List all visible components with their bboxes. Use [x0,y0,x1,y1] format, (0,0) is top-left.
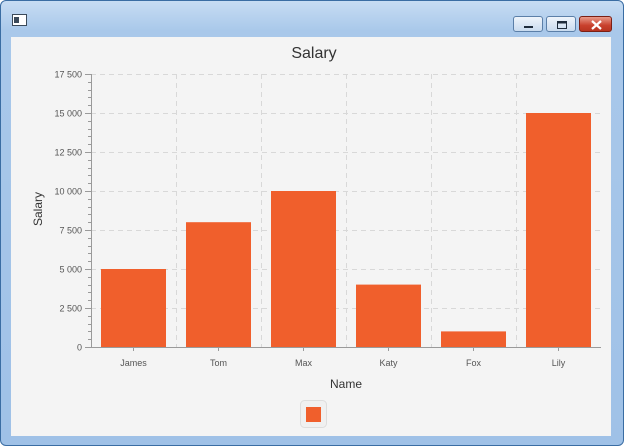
x-tick-labels: James Tom Max Katy Fox Lily [120,358,566,368]
y-tick-label: 15 000 [54,109,82,119]
bar-katy [356,284,421,347]
chart-title: Salary [291,45,336,62]
y-tick-label: 10 000 [54,187,82,197]
bar-chart: Salary 0 2 500 5 000 7 500 10 000 12 500 15 00… [31,45,601,428]
bars [101,113,591,347]
chart-panel: Salary 0 2 500 5 000 7 500 10 000 12 500 15 00… [11,37,611,436]
legend-swatch [306,407,321,422]
bar-tom [186,222,251,347]
bar-fox [441,331,506,347]
axes [85,74,601,351]
minimize-icon [524,26,533,28]
x-tick-label: Lily [552,358,566,368]
bar-max [271,191,336,347]
maximize-icon [557,21,567,29]
y-tick-label: 5 000 [59,265,82,275]
bar-lily [526,113,591,347]
app-window-icon [12,14,27,26]
y-tick-labels: 0 2 500 5 000 7 500 10 000 12 500 15 000 17 500 [54,70,82,353]
y-axis-label: Salary [31,192,45,226]
x-tick-label: Tom [210,358,227,368]
legend [300,400,327,428]
maximize-button[interactable] [546,16,576,32]
x-axis-label: Name [330,377,362,391]
y-tick-label: 0 [77,343,82,353]
x-tick-label: James [120,358,147,368]
y-tick-label: 17 500 [54,70,82,80]
y-tick-label: 7 500 [59,226,82,236]
close-button[interactable] [579,16,612,32]
y-tick-label: 12 500 [54,148,82,158]
close-icon [591,20,602,30]
grid-lines [91,74,601,347]
x-tick-label: Max [295,358,313,368]
y-tick-label: 2 500 [59,304,82,314]
x-tick-label: Katy [379,358,398,368]
minimize-button[interactable] [513,16,543,32]
title-bar[interactable] [1,1,623,35]
x-tick-label: Fox [466,358,482,368]
bar-james [101,269,166,347]
